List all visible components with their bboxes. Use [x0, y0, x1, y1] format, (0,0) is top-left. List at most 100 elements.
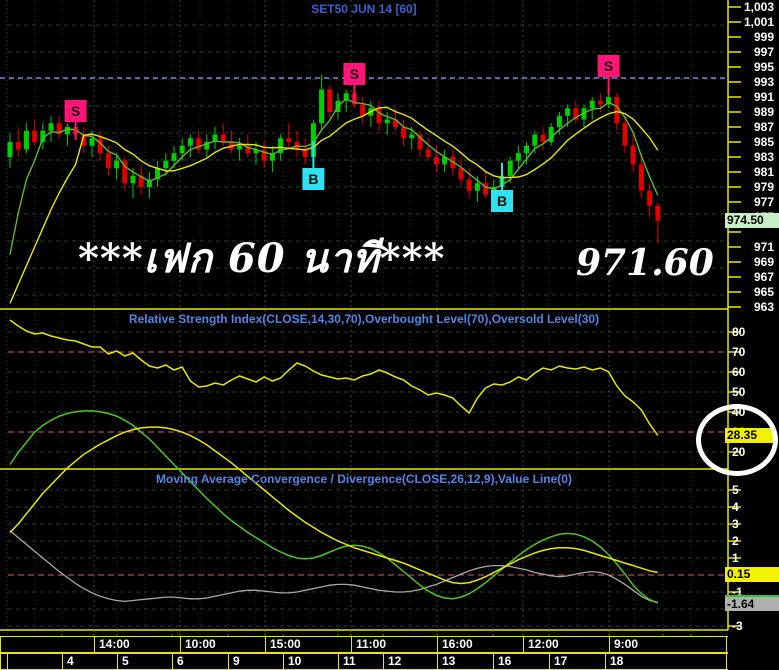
- date-cell: 18: [605, 654, 727, 669]
- date-cell: [0, 654, 7, 669]
- date-axis-row: 4 5 6 9 10 11 12 13 16 17 18: [0, 653, 728, 670]
- date-cell: 5: [117, 654, 172, 669]
- candle-body: [319, 89, 325, 124]
- price-axis-label: 1,003: [743, 0, 774, 14]
- candle-body: [384, 119, 390, 124]
- candle-body: [466, 179, 472, 191]
- time-cell: 11:00: [351, 637, 437, 652]
- candle-body: [261, 149, 267, 161]
- price-axis-label: 985: [753, 135, 774, 149]
- price-axis-label: 983: [753, 150, 774, 164]
- rsi-header: Relative Strength Index(CLOSE,14,30,70),…: [128, 312, 600, 326]
- candle-body: [105, 153, 111, 169]
- chart-title: SET50 JUN 14 [60]: [311, 2, 417, 16]
- candle-body: [155, 168, 161, 180]
- candle-body: [327, 89, 333, 112]
- sell-signal-letter: S: [350, 66, 359, 82]
- candle-body: [401, 127, 407, 139]
- candle-body: [483, 183, 489, 195]
- sell-signal-box: [64, 100, 87, 122]
- price-axis-label: 965: [753, 285, 774, 299]
- candle-body: [565, 108, 571, 116]
- price-axis-label: 987: [753, 120, 774, 134]
- price-axis-label: 1,001: [743, 15, 774, 29]
- candle-body: [606, 97, 612, 105]
- date-cell: 6: [172, 654, 228, 669]
- time-cell: [0, 637, 94, 652]
- price-axis-label: 979: [753, 180, 774, 194]
- price-axis-label: 963: [753, 300, 774, 314]
- candle-body: [655, 205, 661, 221]
- macd-axis-label: -1: [732, 585, 743, 599]
- sell-signal-box: [343, 63, 366, 85]
- candle-body: [417, 134, 423, 150]
- macd-line: [9, 426, 658, 585]
- candle-body: [179, 145, 185, 154]
- candle-body: [122, 160, 128, 184]
- candle-body: [458, 168, 464, 180]
- candle-body: [532, 134, 538, 146]
- candle-body: [81, 134, 87, 146]
- macd-axis-label: 4: [732, 500, 739, 514]
- candle-body: [647, 190, 653, 206]
- date-cell: 11: [338, 654, 383, 669]
- date-cell: 4: [62, 654, 117, 669]
- candle-body: [163, 160, 169, 169]
- buy-signal-letter: B: [308, 171, 318, 187]
- candle-body: [40, 130, 46, 142]
- macd-axis-label: 2: [732, 534, 739, 548]
- date-cell: 16: [493, 654, 549, 669]
- candle-body: [392, 119, 398, 127]
- macd-third-line: [9, 530, 658, 603]
- candle-body: [269, 153, 275, 161]
- candle-body: [278, 138, 284, 154]
- candle-body: [597, 100, 603, 105]
- macd-signal-value-highlight: -1.64: [725, 595, 779, 611]
- candle-body: [450, 157, 456, 169]
- time-cell: 12:00: [523, 637, 609, 652]
- candle-body: [56, 123, 62, 135]
- candle-body: [15, 142, 21, 150]
- time-cell: 14:00: [94, 637, 180, 652]
- candle-body: [253, 149, 259, 154]
- candle-body: [310, 123, 316, 157]
- candle-body: [187, 138, 193, 146]
- candle-body: [474, 183, 480, 191]
- candle-body: [442, 157, 448, 165]
- candle-body: [515, 153, 521, 161]
- date-cell: 13: [437, 654, 493, 669]
- macd-axis-label: 3: [732, 517, 739, 531]
- price-axis-label: 993: [753, 75, 774, 89]
- date-cell: 9: [228, 654, 283, 669]
- date-cell: [7, 654, 62, 669]
- candle-body: [138, 175, 144, 187]
- date-cell: 10: [283, 654, 338, 669]
- time-cell: 10:00: [180, 637, 265, 652]
- candle-body: [245, 145, 251, 154]
- rsi-line: [9, 319, 659, 436]
- candle-body: [220, 134, 226, 142]
- candle-body: [638, 164, 644, 191]
- macd-axis-label: 1: [732, 551, 739, 565]
- candle-body: [524, 145, 530, 154]
- macd-value-highlight: 0.15: [725, 567, 779, 582]
- candle-body: [64, 127, 70, 135]
- price-ma-slow-line: [9, 106, 659, 304]
- macd-header: Moving Average Convergence / Divergence(…: [156, 472, 572, 486]
- candle-body: [507, 160, 513, 176]
- rsi-axis-label: 60: [732, 365, 746, 379]
- circle-annotation: [696, 404, 778, 476]
- candle-body: [540, 134, 546, 142]
- price-axis-label: 997: [753, 45, 774, 59]
- candle-body: [130, 175, 136, 184]
- candle-body: [425, 149, 431, 157]
- candle-body: [146, 179, 152, 187]
- candle-body: [171, 153, 177, 161]
- buy-signal-letter: B: [497, 193, 507, 209]
- rsi-axis-label: 70: [732, 345, 746, 359]
- date-cell: 12: [383, 654, 437, 669]
- candle-body: [237, 145, 243, 150]
- macd-axis-label: -3: [732, 619, 743, 633]
